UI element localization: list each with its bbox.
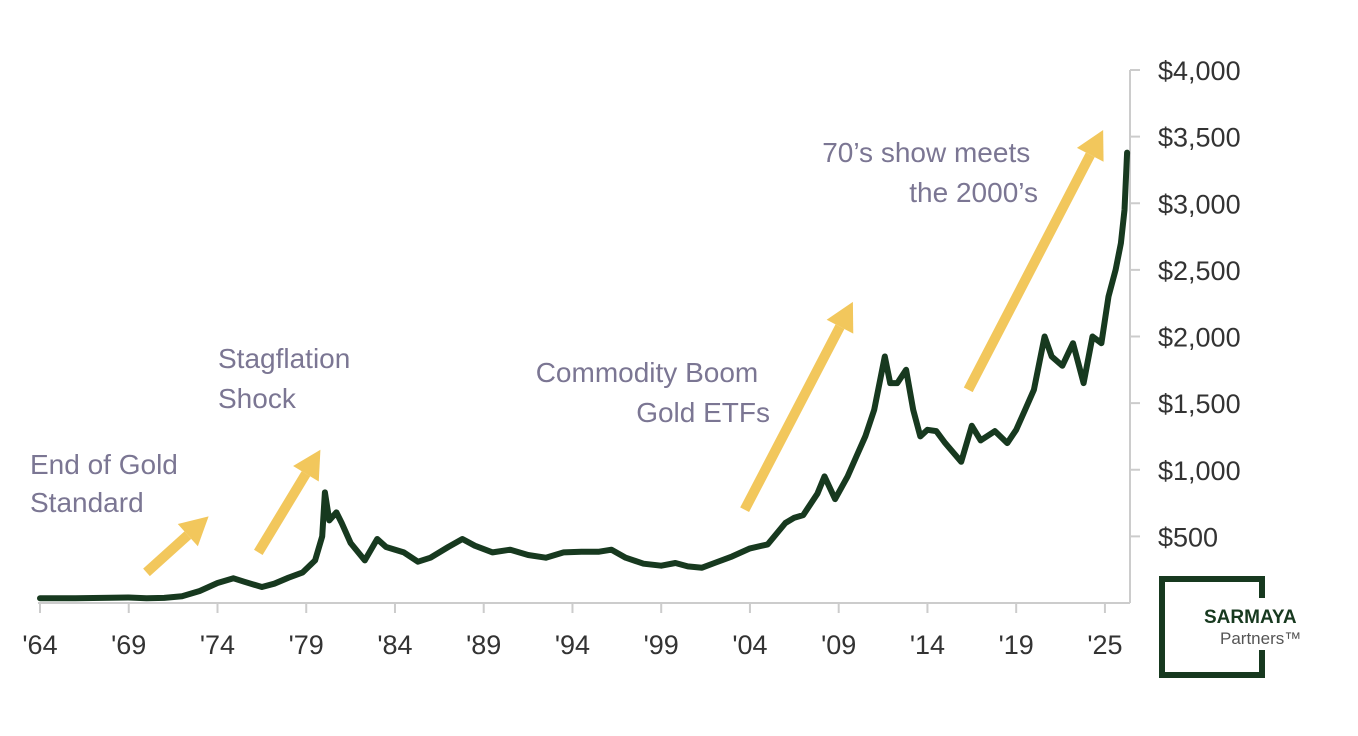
x-tick-label: '79 bbox=[289, 630, 324, 660]
x-tick-label: '69 bbox=[111, 630, 146, 660]
annotation-stagflation: Stagflation Shock bbox=[218, 343, 358, 414]
x-ticks: '64 '69 '74 '79 '84 '89 '94 '99 '04 '09 '14 '19 '25 bbox=[22, 603, 1123, 660]
arrow-shaft bbox=[143, 531, 192, 577]
y-tick-label: $2,500 bbox=[1158, 256, 1241, 286]
annotation-70s-meets-2000s: 70’s show meets the 2000’s bbox=[822, 137, 1038, 208]
y-tick-label: $1,000 bbox=[1158, 456, 1241, 486]
series-layer bbox=[37, 149, 1131, 602]
y-tick-label: $4,000 bbox=[1158, 56, 1241, 86]
x-tick-label: '94 bbox=[555, 630, 590, 660]
arrow-head bbox=[826, 301, 854, 334]
y-tick-label: $3,000 bbox=[1158, 189, 1241, 219]
annotations: End of Gold Standard Stagflation Shock C… bbox=[30, 137, 1038, 518]
y-ticks: $500 $1,000 $1,500 $2,000 $2,500 $3,000 $3,500… bbox=[1130, 56, 1241, 552]
series-line bbox=[37, 149, 1131, 602]
x-tick-label: '84 bbox=[377, 630, 412, 660]
arrow-head bbox=[293, 449, 321, 482]
arrow-head bbox=[1076, 129, 1104, 162]
y-tick-label: $500 bbox=[1158, 522, 1218, 552]
y-tick-label: $1,500 bbox=[1158, 389, 1241, 419]
x-tick-label: '99 bbox=[644, 630, 679, 660]
logo-sub: Partners™ bbox=[1220, 629, 1301, 648]
x-tick-label: '74 bbox=[200, 630, 235, 660]
y-tick-label: $3,500 bbox=[1158, 123, 1241, 153]
annotation-gold-standard: End of Gold Standard bbox=[30, 449, 186, 518]
arrow-shaft bbox=[963, 152, 1095, 393]
logo-frame-gap bbox=[1200, 598, 1320, 650]
x-tick-label: '14 bbox=[910, 630, 945, 660]
x-tick-label: '04 bbox=[732, 630, 767, 660]
arrow-shaft bbox=[254, 471, 311, 555]
arrow-head bbox=[177, 516, 209, 547]
y-tick-label: $2,000 bbox=[1158, 323, 1241, 353]
x-tick-label: '64 bbox=[22, 630, 57, 660]
sarmaya-logo: SARMAYA Partners™ bbox=[1159, 576, 1320, 678]
x-tick-label: '19 bbox=[999, 630, 1034, 660]
arrow-shaft bbox=[740, 324, 845, 513]
x-tick-label: '25 bbox=[1087, 630, 1122, 660]
logo-name: SARMAYA bbox=[1204, 607, 1297, 628]
x-tick-label: '09 bbox=[821, 630, 856, 660]
x-tick-label: '89 bbox=[466, 630, 501, 660]
arrows-layer bbox=[143, 129, 1104, 577]
annotation-commodity-boom: Commodity Boom Gold ETFs bbox=[536, 357, 770, 428]
